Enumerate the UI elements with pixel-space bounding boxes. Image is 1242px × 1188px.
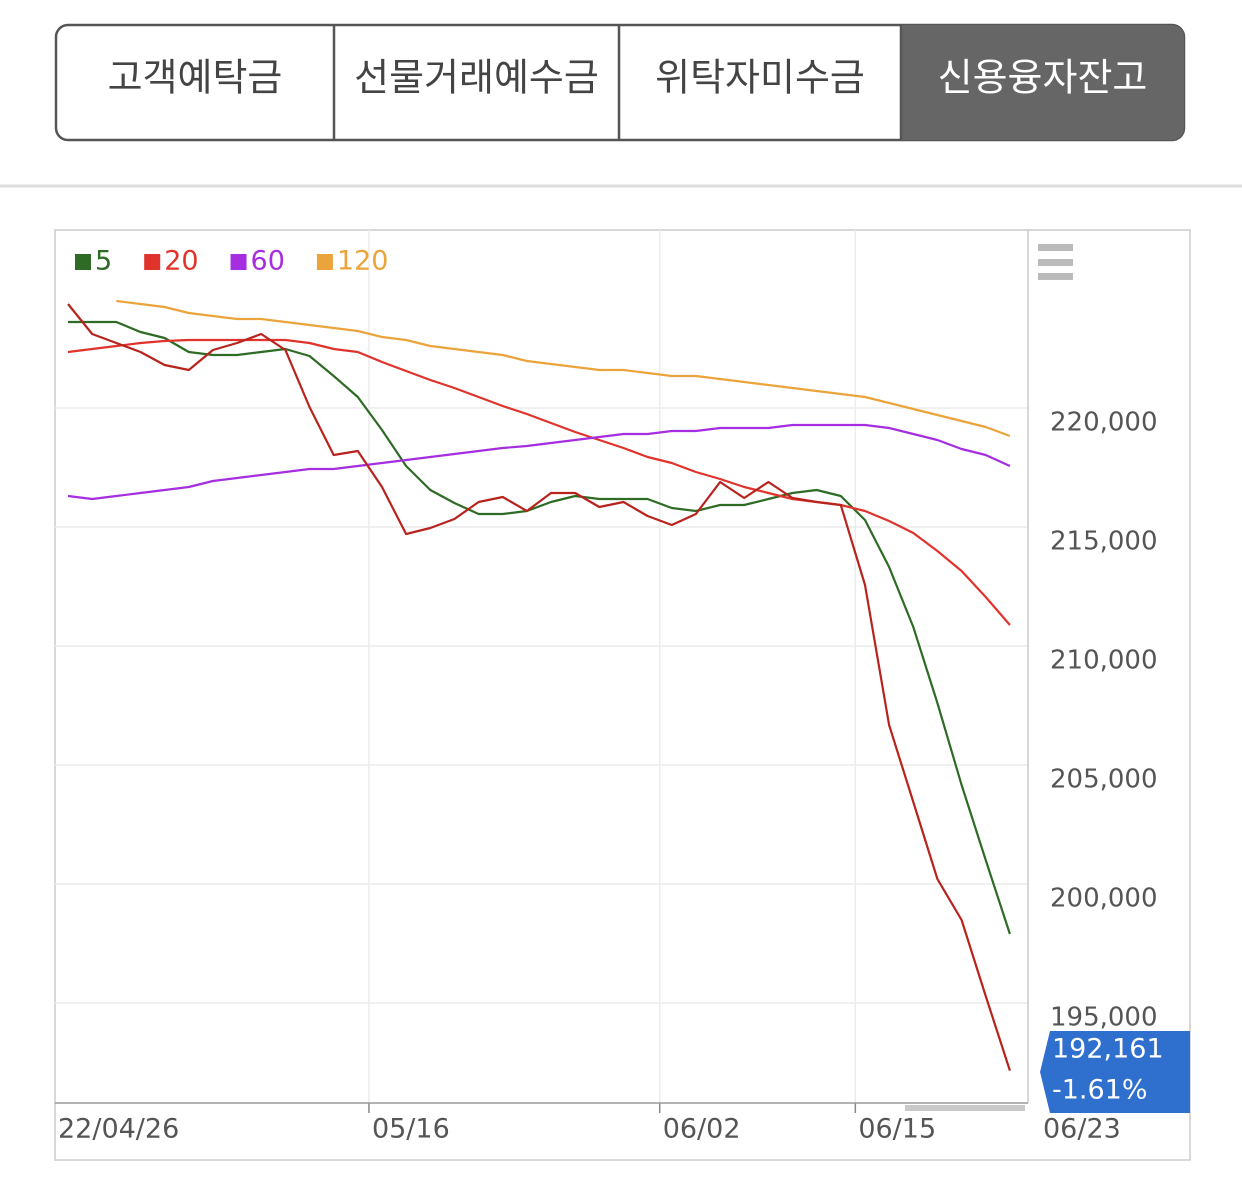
y-tick-label: 200,000	[1050, 884, 1158, 914]
legend-swatch	[75, 254, 91, 270]
y-tick-label: 195,000	[1050, 1003, 1158, 1033]
legend-label: 120	[337, 246, 389, 277]
tab[interactable]: 위탁자미수금	[655, 56, 865, 100]
menu-bar	[1038, 244, 1073, 251]
last-price: 192,161	[1052, 1034, 1164, 1065]
y-tick-label: 220,000	[1050, 408, 1158, 438]
legend-label: 5	[95, 246, 112, 277]
menu-bar	[1038, 259, 1073, 266]
line	[67, 338, 1011, 626]
tab[interactable]: 고객예탁금	[108, 56, 283, 100]
y-tick-label: 215,000	[1050, 527, 1158, 557]
chart-frame	[54, 229, 1191, 1161]
line	[67, 303, 1011, 1071]
legend-label: 20	[164, 246, 198, 277]
legend-swatch	[230, 254, 247, 270]
x-tick-label: 06/23	[1043, 1114, 1121, 1145]
tab-active-bg	[901, 25, 1184, 140]
y-tick-label: 210,000	[1050, 646, 1158, 676]
menu-icon[interactable]	[1038, 244, 1073, 280]
legend-swatch	[144, 254, 161, 270]
x-tick-label: 22/04/26	[58, 1114, 179, 1145]
y-tick-label: 205,000	[1050, 765, 1158, 795]
menu-bar	[1038, 273, 1073, 280]
scrollbar[interactable]	[905, 1105, 1025, 1111]
legend-swatch	[316, 254, 333, 270]
line	[116, 299, 1011, 438]
line	[67, 423, 1011, 501]
x-tick-label: 06/15	[858, 1114, 936, 1145]
legend-label: 60	[251, 246, 285, 277]
tab[interactable]: 선물거래예수금	[354, 56, 599, 100]
tab[interactable]: 신용융자잔고	[938, 56, 1148, 100]
last-change: -1.61%	[1052, 1075, 1148, 1106]
last-price-box	[1040, 1031, 1190, 1113]
x-tick-label: 05/16	[372, 1114, 450, 1145]
x-tick-label: 06/02	[663, 1114, 741, 1145]
